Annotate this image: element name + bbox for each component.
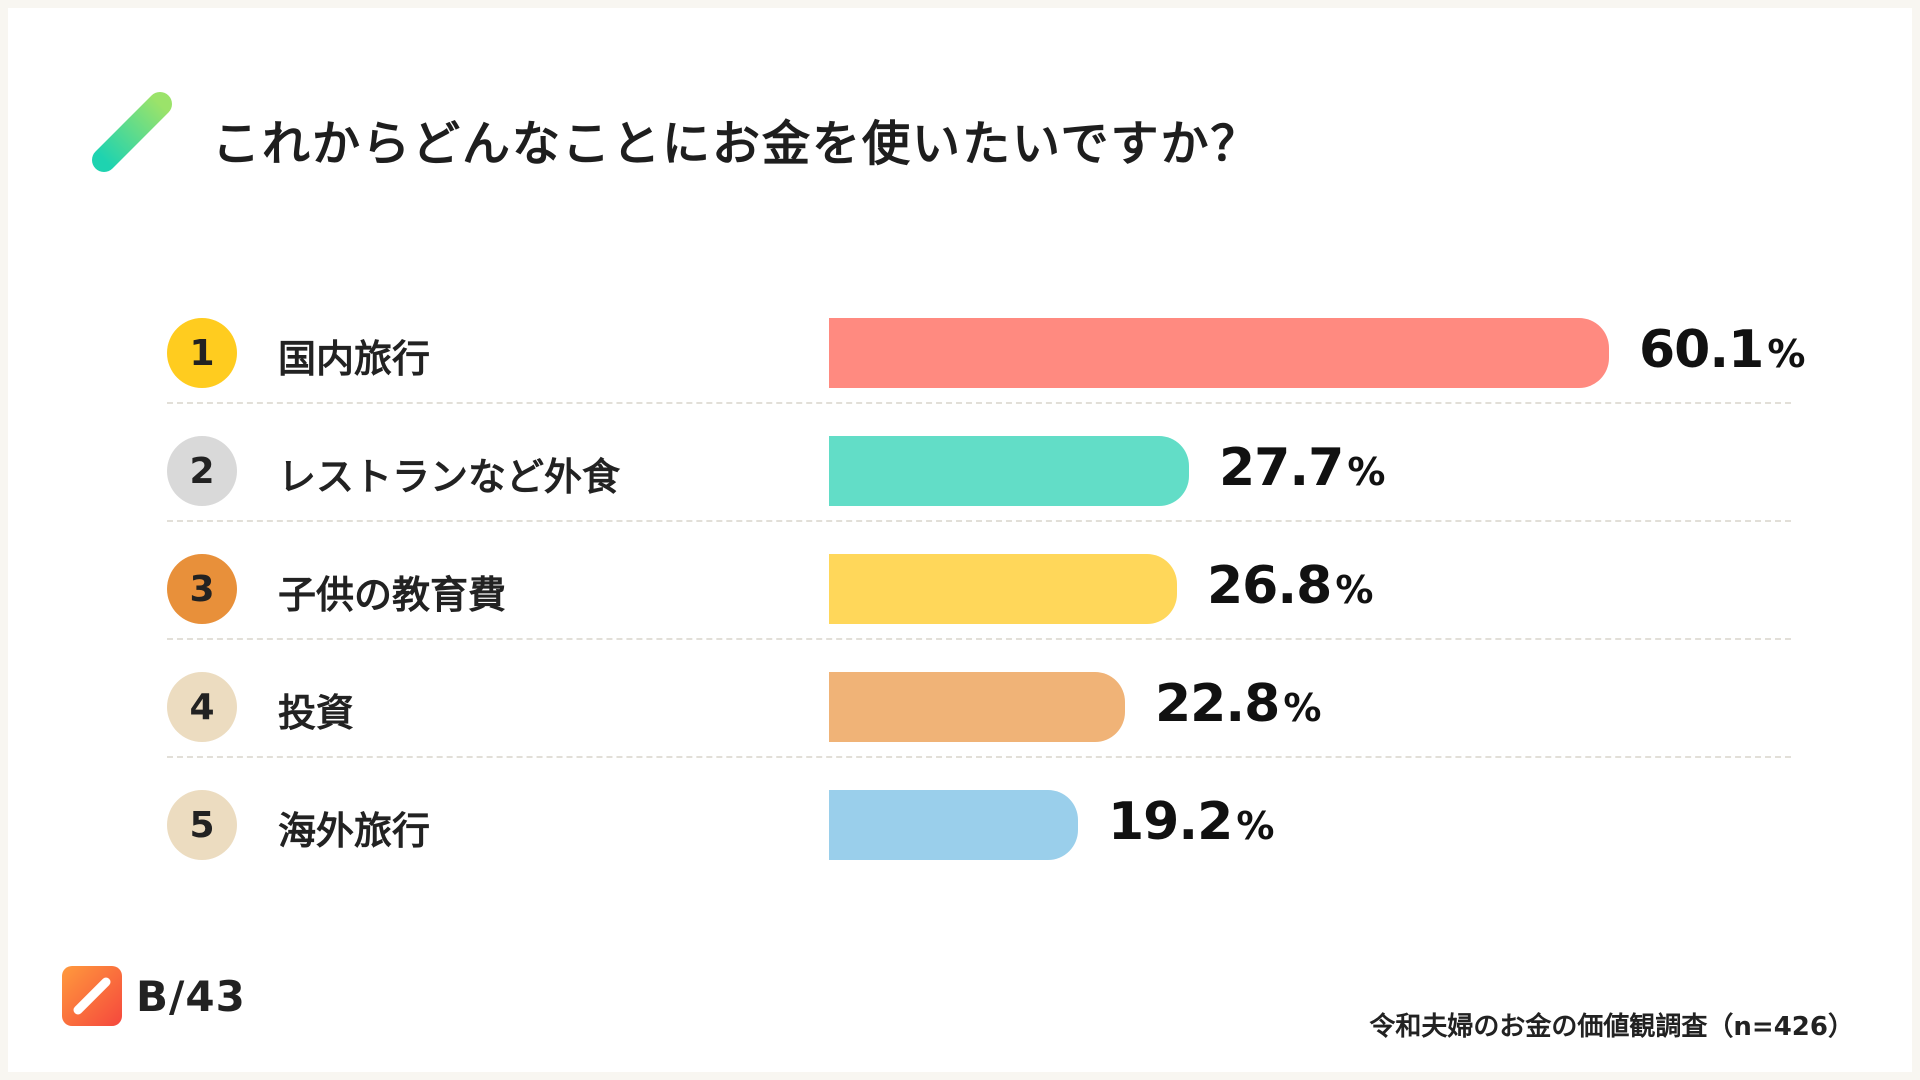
row-divider [167,756,1791,758]
value-label: 27.7% [1219,438,1385,498]
category-label: 子供の教育費 [278,573,507,617]
rank-badge: 4 [167,672,237,742]
bar-chart: 1 国内旅行 60.1% 2 レストランなど外食 27.7% 3 子供の教育費 26.8% 4 投資… [8,8,1912,1072]
chart-row: 2 レストランなど外食 27.7% [8,412,1912,530]
bar [829,790,1078,860]
bar [829,436,1189,506]
category-label: 投資 [278,691,355,735]
value-label: 22.8% [1155,674,1321,734]
brand: B/43 [62,966,246,1026]
slide-card: これからどんなことにお金を使いたいですか？ 1 国内旅行 60.1% 2 レストランなど… [8,8,1912,1072]
value-number: 26.8 [1207,556,1332,616]
chart-row: 1 国内旅行 60.1% [8,294,1912,412]
category-label: 海外旅行 [278,809,431,853]
chart-row: 4 投資 22.8% [8,648,1912,766]
b43-logo-icon [62,966,122,1026]
bar [829,672,1125,742]
category-label: 国内旅行 [278,337,431,381]
rank-badge: 5 [167,790,237,860]
value-label: 60.1% [1639,320,1805,380]
value-label: 26.8% [1207,556,1373,616]
value-unit: % [1335,568,1374,612]
rank-badge: 1 [167,318,237,388]
bar [829,554,1177,624]
chart-row: 3 子供の教育費 26.8% [8,530,1912,648]
bar [829,318,1609,388]
value-number: 60.1 [1639,320,1764,380]
chart-row: 5 海外旅行 19.2% [8,766,1912,884]
row-divider [167,520,1791,522]
value-label: 19.2% [1108,792,1274,852]
value-unit: % [1347,450,1386,494]
brand-text: B/43 [136,971,246,1021]
pencil-stroke-icon [92,92,172,172]
value-number: 19.2 [1108,792,1233,852]
rank-badge: 2 [167,436,237,506]
page-title: これからどんなことにお金を使いたいですか？ [212,116,1261,172]
rank-badge: 3 [167,554,237,624]
value-number: 22.8 [1155,674,1280,734]
value-number: 27.7 [1219,438,1344,498]
value-unit: % [1283,686,1322,730]
value-unit: % [1767,332,1806,376]
source-note: 令和夫婦のお金の価値観調査（n=426） [1369,1012,1854,1042]
value-unit: % [1236,804,1275,848]
row-divider [167,638,1791,640]
category-label: レストランなど外食 [278,455,621,499]
row-divider [167,402,1791,404]
